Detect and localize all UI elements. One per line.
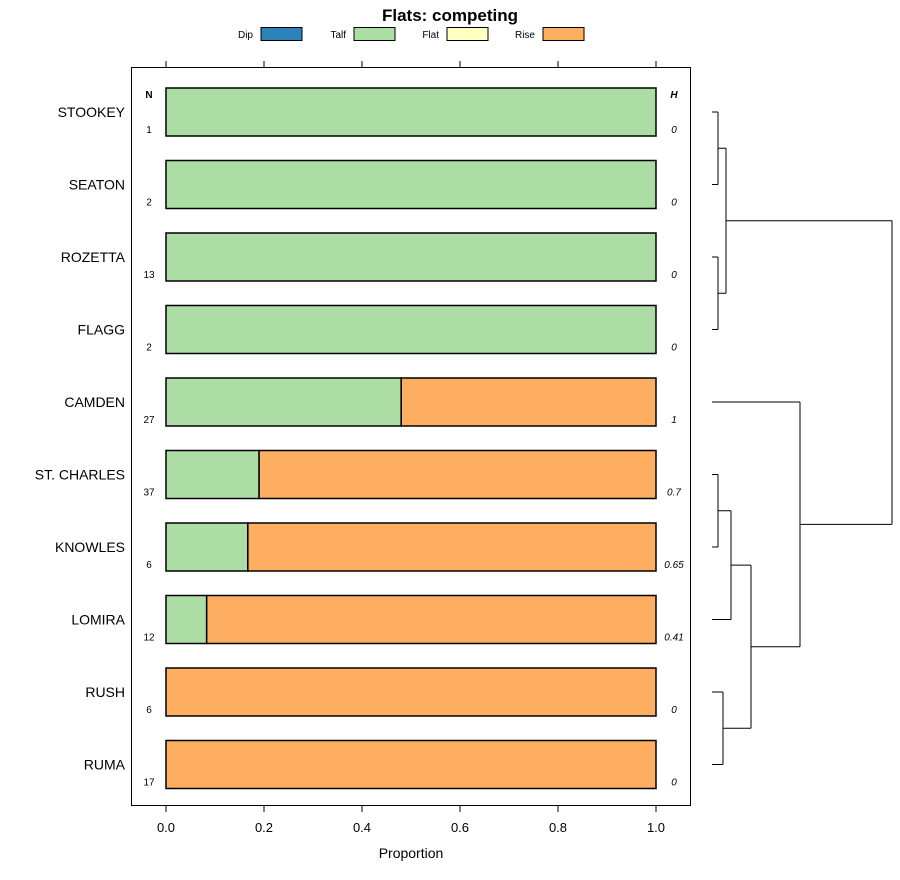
legend-swatch-dip <box>260 27 303 41</box>
category-label: RUMA <box>84 757 126 773</box>
n-value: 6 <box>146 560 152 571</box>
category-label: RUSH <box>85 684 125 700</box>
n-value: 12 <box>143 633 155 644</box>
bar-row: CAMDEN 27 1 <box>64 377 677 427</box>
h-value: 0 <box>671 778 677 789</box>
category-label: FLAGG <box>78 322 125 338</box>
top-axis <box>165 61 657 67</box>
h-column-header: H <box>670 90 678 101</box>
h-value: 0 <box>671 198 677 209</box>
x-axis-title: Proportion <box>379 845 444 861</box>
h-value: 0.41 <box>664 633 683 644</box>
bar-segment-talf <box>165 594 208 645</box>
bar-segment-rise <box>247 522 657 572</box>
bar-segment-talf <box>165 522 249 572</box>
x-tick-label: 0.2 <box>255 820 273 835</box>
bar-row: RUSH 6 0 <box>85 667 677 717</box>
bar-segment-talf <box>165 377 402 427</box>
bar-row: KNOWLES 6 0.65 <box>55 522 684 572</box>
n-value: 17 <box>143 778 155 789</box>
bar-row: FLAGG 2 0 <box>78 304 677 355</box>
x-tick-label: 0.0 <box>157 820 175 835</box>
n-value: 2 <box>146 198 152 209</box>
n-value: 2 <box>146 343 152 354</box>
category-label: KNOWLES <box>55 539 125 555</box>
dendrogram <box>712 111 893 765</box>
bar-segment-talf <box>165 449 260 500</box>
bar-segment-rise <box>165 739 657 790</box>
bar-segment-talf <box>165 304 657 355</box>
x-tick-label: 1.0 <box>647 820 665 835</box>
bar-segment-talf <box>165 232 657 282</box>
x-tick-label: 0.6 <box>451 820 469 835</box>
n-value: 37 <box>143 488 155 499</box>
x-tick-label: 0.8 <box>549 820 567 835</box>
category-label: STOOKEY <box>58 104 126 120</box>
bar-row: ROZETTA 13 0 <box>61 232 677 282</box>
bar-segment-rise <box>400 377 657 427</box>
category-label: SEATON <box>69 177 125 193</box>
h-value: 0 <box>671 270 677 281</box>
category-label: ST. CHARLES <box>35 467 125 483</box>
bar-segment-rise <box>205 594 657 645</box>
h-value: 0.65 <box>664 560 684 571</box>
h-value: 0 <box>671 343 677 354</box>
legend-swatch-talf <box>353 27 396 41</box>
legend-label-talf: Talf <box>330 30 346 41</box>
n-column-header: N <box>145 90 152 101</box>
bar-segment-rise <box>165 667 657 717</box>
category-label: ROZETTA <box>61 249 126 265</box>
legend-swatch-rise <box>542 27 585 41</box>
h-value: 0 <box>671 705 677 716</box>
x-tick-label: 0.4 <box>353 820 371 835</box>
n-value: 1 <box>146 125 152 136</box>
bar-segment-talf <box>165 159 657 210</box>
legend: Dip Talf Flat Rise <box>238 27 585 41</box>
legend-label-dip: Dip <box>238 30 253 41</box>
n-value: 27 <box>143 415 155 426</box>
h-value: 0.7 <box>667 488 681 499</box>
legend-label-flat: Flat <box>422 30 439 41</box>
legend-swatch-flat <box>446 27 489 41</box>
bar-segment-rise <box>258 449 657 500</box>
category-label: LOMIRA <box>71 612 125 628</box>
bar-segment-talf <box>165 87 657 137</box>
bar-rows: STOOKEY 1 0 SEATON 2 0 ROZETTA 13 0 FLAGG 2 0 CAMDEN… <box>35 87 684 790</box>
h-value: 1 <box>671 415 677 426</box>
bar-row: SEATON 2 0 <box>69 159 677 210</box>
bar-row: ST. CHARLES 37 0.7 <box>35 449 681 500</box>
bar-row: STOOKEY 1 0 <box>58 87 677 137</box>
legend-label-rise: Rise <box>515 30 535 41</box>
category-label: CAMDEN <box>64 394 125 410</box>
h-value: 0 <box>671 125 677 136</box>
plot-frame <box>131 67 691 806</box>
bottom-axis: 0.0 0.2 0.4 0.6 0.8 1.0 <box>157 806 665 835</box>
n-value: 13 <box>143 270 155 281</box>
chart-title: Flats: competing <box>382 6 518 25</box>
bar-row: RUMA 17 0 <box>84 739 677 790</box>
bar-row: LOMIRA 12 0.41 <box>71 594 684 645</box>
n-value: 6 <box>146 705 152 716</box>
